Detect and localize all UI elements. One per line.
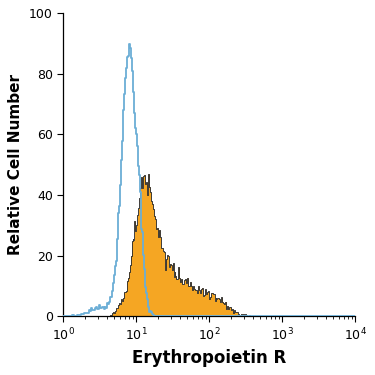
Y-axis label: Relative Cell Number: Relative Cell Number	[8, 74, 23, 255]
X-axis label: Erythropoietin R: Erythropoietin R	[132, 349, 286, 367]
